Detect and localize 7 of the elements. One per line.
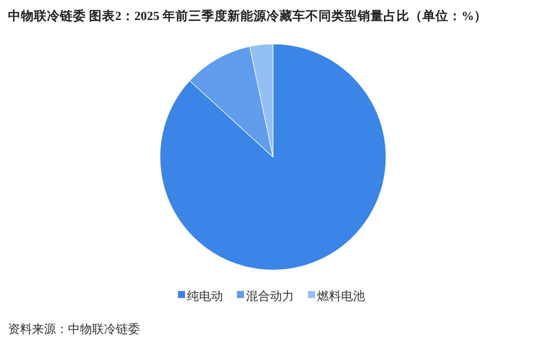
legend-label: 纯电动	[187, 289, 223, 303]
pie-slice	[189, 46, 274, 158]
pie-slice	[160, 44, 386, 270]
legend-label: 混合动力	[246, 289, 294, 303]
legend-label: 燃料电池	[317, 289, 365, 303]
chart-title: 中物联冷链委 图表2：2025 年前三季度新能源冷藏车不同类型销量占比（单位：%）	[8, 8, 487, 23]
text: 资料来源：中物联冷链委	[8, 322, 140, 336]
